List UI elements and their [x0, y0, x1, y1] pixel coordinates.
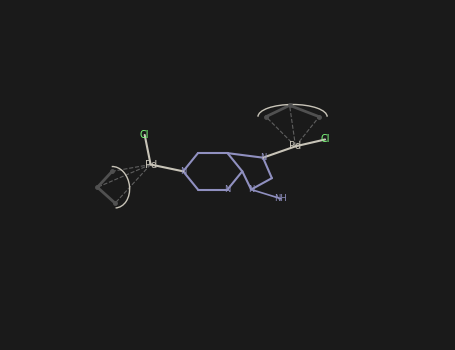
Text: Cl: Cl [320, 134, 330, 145]
Text: N: N [180, 167, 187, 176]
Text: N: N [248, 185, 254, 194]
Text: Pd: Pd [145, 160, 157, 169]
Text: N: N [260, 153, 266, 162]
Text: Pd: Pd [289, 141, 302, 151]
Text: Cl: Cl [140, 130, 149, 140]
Text: N: N [224, 185, 231, 194]
Text: NH: NH [274, 194, 287, 203]
